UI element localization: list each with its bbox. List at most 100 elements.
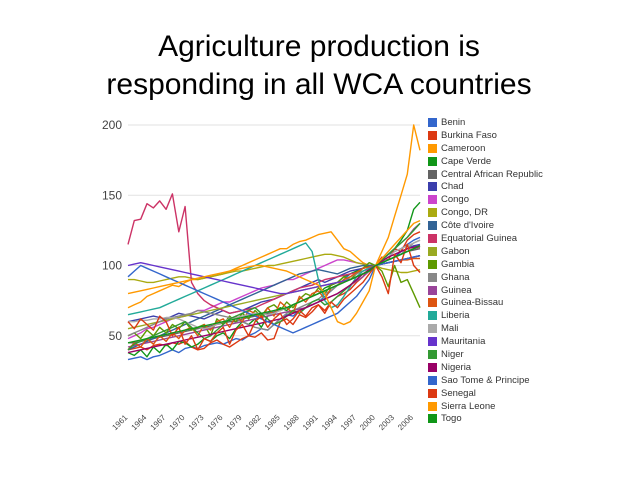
legend-label: Gambia (441, 258, 475, 270)
legend-label: Guinea-Bissau (441, 297, 504, 309)
x-tick-label: 1979 (225, 413, 244, 432)
legend-label: Gabon (441, 245, 470, 257)
x-tick-label: 1997 (339, 413, 358, 432)
x-tick-label: 1970 (168, 413, 187, 432)
legend-item: Cape Verde (428, 155, 568, 168)
legend-label: Liberia (441, 310, 470, 322)
legend-swatch (428, 311, 437, 321)
legend-swatch (428, 414, 437, 424)
series-line-togo (127, 245, 421, 344)
series-line-guinea-bissau (127, 257, 420, 351)
legend-label: Sao Tome & Principe (441, 374, 530, 386)
legend-swatch (428, 324, 437, 334)
legend-label: Equatorial Guinea (441, 232, 518, 244)
legend-item: Gabon (428, 245, 568, 258)
legend-swatch (428, 156, 437, 166)
x-tick-label: 1988 (282, 413, 301, 432)
legend-swatch (428, 195, 437, 205)
legend-label: Côte d'Ivoire (441, 220, 495, 232)
series-line-gambia (127, 262, 421, 340)
legend-label: Congo (441, 194, 469, 206)
legend-swatch (428, 246, 437, 256)
series-line-mauritania (127, 255, 421, 295)
legend-label: Mali (441, 323, 459, 335)
legend-item: Guinea (428, 284, 568, 297)
series-line-c-te-d-ivoire (127, 255, 421, 351)
legend-swatch (428, 285, 437, 295)
legend-swatch (428, 221, 437, 231)
legend-label: Sierra Leone (441, 400, 496, 412)
legend-label: Central African Republic (441, 168, 543, 180)
legend-item: Sierra Leone (428, 400, 568, 413)
x-tick-label: 1967 (149, 413, 168, 432)
legend-item: Equatorial Guinea (428, 232, 568, 245)
legend-swatch (428, 349, 437, 359)
series-line-senegal (127, 243, 421, 351)
legend-swatch (428, 117, 437, 127)
x-tick-label: 1985 (263, 413, 282, 432)
x-tick-label: 2000 (358, 413, 377, 432)
legend-label: Burkina Faso (441, 129, 497, 141)
x-tick-label: 1991 (301, 413, 320, 432)
legend-item: Chad (428, 180, 568, 193)
legend-label: Mauritania (441, 336, 486, 348)
legend-item: Central African Republic (428, 168, 568, 181)
legend-swatch (428, 143, 437, 153)
y-tick-label: 50 (109, 329, 123, 343)
series-line-burkina-faso (127, 231, 421, 351)
x-tick-label: 1976 (206, 413, 225, 432)
legend-swatch (428, 233, 437, 243)
legend-label: Cameroon (441, 142, 486, 154)
legend-item: Togo (428, 412, 568, 425)
legend-label: Benin (441, 116, 466, 128)
slide-title: Agriculture production is responding in … (0, 28, 638, 104)
legend-swatch (428, 182, 437, 192)
legend-item: Mauritania (428, 335, 568, 348)
legend-item: Mali (428, 322, 568, 335)
legend-item: Côte d'Ivoire (428, 219, 568, 232)
legend-item: Niger (428, 348, 568, 361)
legend-swatch (428, 401, 437, 411)
x-tick-label: 1964 (130, 413, 149, 432)
legend-item: Benin (428, 116, 568, 129)
legend-item: Liberia (428, 309, 568, 322)
x-tick-label: 1982 (244, 413, 263, 432)
legend-swatch (428, 208, 437, 218)
x-tick-label: 2006 (396, 413, 415, 432)
slide-title-line2: responding in all WCA countries (106, 68, 532, 101)
legend-item: Congo, DR (428, 206, 568, 219)
x-tick-label: 2003 (377, 413, 396, 432)
legend-item: Nigeria (428, 361, 568, 374)
legend-item: Burkina Faso (428, 129, 568, 142)
legend-label: Ghana (441, 271, 470, 283)
series-line-liberia (127, 242, 421, 316)
series-line-equatorial-guinea (127, 193, 421, 314)
legend-item: Gambia (428, 258, 568, 271)
legend-label: Niger (441, 348, 464, 360)
x-tick-label: 1994 (320, 413, 339, 432)
legend-swatch (428, 130, 437, 140)
legend-swatch (428, 362, 437, 372)
legend-item: Cameroon (428, 142, 568, 155)
legend-item: Guinea-Bissau (428, 296, 568, 309)
legend-swatch (428, 388, 437, 398)
series-line-cameroon (127, 124, 421, 309)
legend-item: Senegal (428, 387, 568, 400)
legend-label: Cape Verde (441, 155, 492, 167)
legend-swatch (428, 337, 437, 347)
legend-swatch (428, 375, 437, 385)
slide-title-line1: Agriculture production is (158, 30, 480, 63)
legend-label: Chad (441, 181, 464, 193)
x-tick-label: 1973 (187, 413, 206, 432)
legend-item: Sao Tome & Principe (428, 374, 568, 387)
legend-label: Nigeria (441, 361, 472, 373)
legend-label: Guinea (441, 284, 472, 296)
legend-swatch (428, 259, 437, 269)
legend-label: Senegal (441, 387, 476, 399)
series-line-sierra-leone (127, 219, 421, 326)
legend-swatch (428, 298, 437, 308)
legend-item: Congo (428, 193, 568, 206)
legend-item: Ghana (428, 271, 568, 284)
y-tick-label: 200 (102, 118, 122, 132)
